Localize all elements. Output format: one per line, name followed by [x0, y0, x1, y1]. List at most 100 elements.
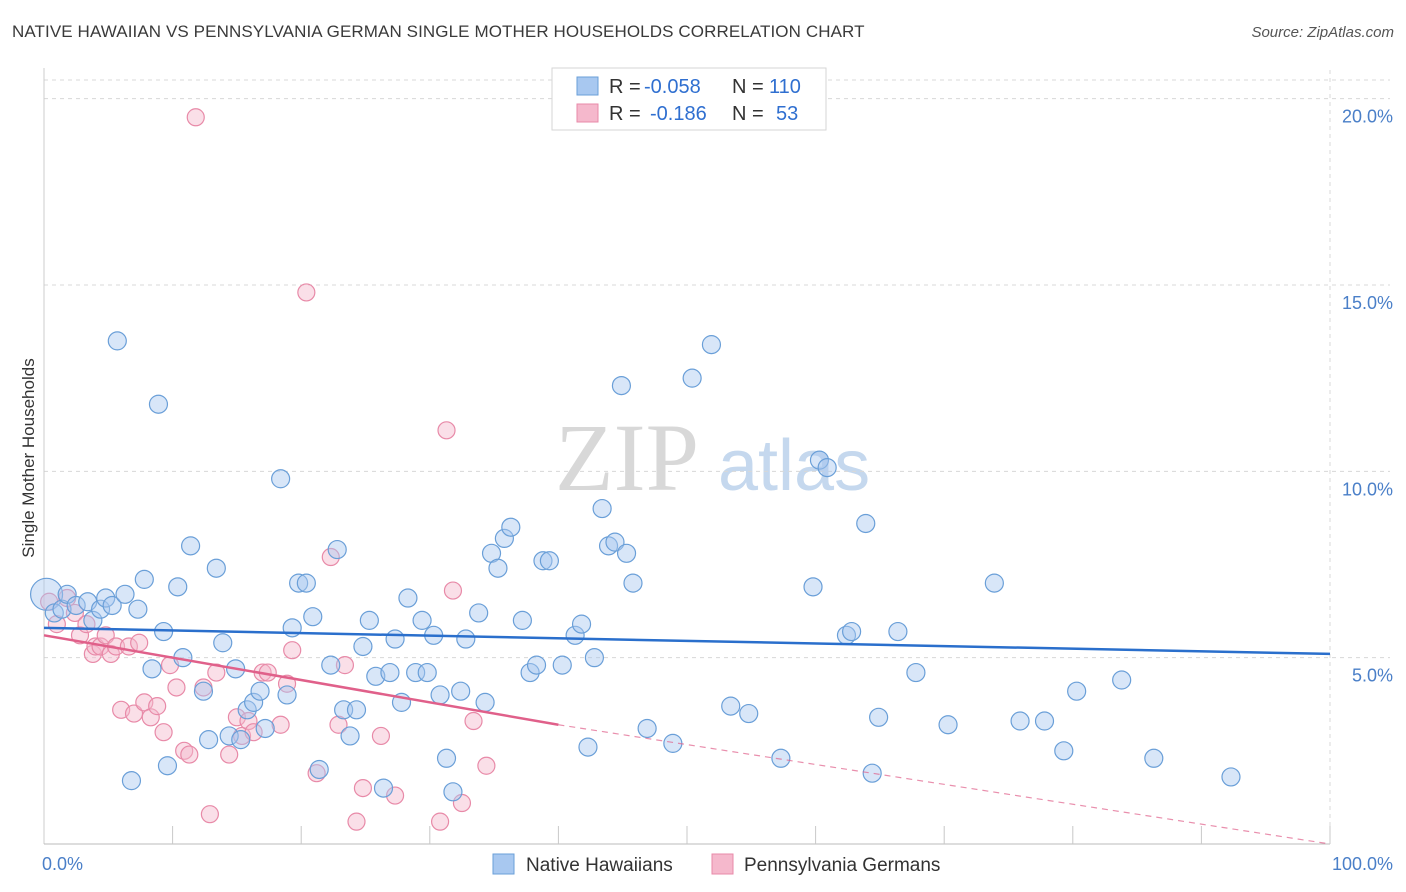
blue-point-40: [321, 655, 341, 675]
blue-point-76: [578, 737, 598, 757]
watermark-zip: ZIP: [555, 404, 699, 511]
blue-point-93: [817, 457, 837, 478]
blue-point-58: [436, 748, 457, 768]
blue-point-26: [219, 726, 239, 746]
x-tick-label-0: 0.0%: [42, 854, 83, 874]
blue-point-32: [255, 718, 275, 739]
trend-lines: [43, 626, 1331, 845]
pink-point-18: [148, 697, 167, 716]
blue-point-47: [366, 666, 386, 686]
blue-point-0: [29, 577, 64, 611]
pink-point-28: [220, 745, 239, 764]
pink-point-19: [154, 723, 173, 742]
legend-n-label-2: N =: [732, 103, 764, 125]
blue-point-46: [359, 610, 379, 630]
blue-point-104: [1034, 711, 1055, 731]
bottom-legend-swatch-blue: [492, 853, 515, 875]
blue-point-65: [488, 558, 508, 578]
blue-point-37: [296, 573, 316, 593]
y-tick-label-3: 20.0%: [1342, 107, 1393, 127]
blue-point-8: [96, 588, 116, 608]
blue-point-66: [494, 528, 514, 549]
pink-point-24: [186, 108, 205, 127]
legend-swatch-pink: [576, 103, 599, 123]
blue-point-21: [181, 536, 201, 556]
top-legend: R = -0.058 N = 110 R = -0.186 N = 53: [551, 67, 827, 131]
blue-point-73: [552, 655, 572, 675]
legend-swatch-blue: [576, 76, 599, 96]
blue-point-71: [533, 551, 553, 571]
pink-point-29: [227, 708, 246, 727]
y-tick-label-2: 15.0%: [1342, 293, 1393, 313]
chart-source: Source: ZipAtlas.com: [1251, 24, 1394, 41]
pink-point-17: [141, 708, 160, 727]
blue-point-107: [1112, 670, 1132, 690]
pink-point-46: [385, 786, 405, 805]
series-native-hawaiians: [29, 331, 1241, 802]
pink-point-51: [464, 711, 483, 731]
blue-point-70: [526, 655, 547, 675]
pink-point-49: [443, 581, 463, 600]
blue-point-60: [451, 681, 471, 701]
blue-point-99: [888, 621, 908, 642]
pink-point-39: [307, 764, 326, 783]
blue-point-108: [1144, 748, 1164, 768]
axes: [43, 68, 1331, 845]
blue-point-15: [142, 659, 162, 679]
blue-point-86: [682, 368, 702, 388]
legend-r-label-2: R =: [609, 103, 641, 125]
blue-point-77: [584, 648, 605, 668]
tick-labels: 5.0% 10.0% 15.0% 20.0% 0.0% 100.0%: [42, 107, 1393, 874]
blue-point-49: [380, 662, 400, 683]
blue-point-12: [121, 771, 142, 791]
bottom-legend-swatch-pink: [711, 853, 734, 875]
blue-point-82: [616, 543, 637, 563]
blue-point-13: [128, 599, 148, 619]
legend-r-value-2: -0.186: [650, 103, 707, 125]
bottom-legend-pennsylvania-germans: Pennsylvania Germans: [744, 855, 940, 876]
bottom-legend: Native Hawaiians Pennsylvania Germans: [492, 853, 940, 876]
blue-point-81: [611, 376, 632, 396]
bottom-legend-native-hawaiians: Native Hawaiians: [526, 855, 673, 876]
blue-point-62: [469, 603, 489, 623]
blue-point-31: [250, 681, 270, 701]
pink-point-47: [430, 812, 450, 831]
gridlines: [44, 70, 1390, 844]
pink-point-38: [297, 283, 316, 302]
blue-point-28: [231, 730, 251, 750]
pink-point-48: [437, 421, 456, 440]
pink-point-23: [180, 745, 199, 764]
blue-point-90: [771, 748, 791, 768]
y-tick-label-1: 10.0%: [1342, 479, 1393, 499]
blue-point-14: [134, 569, 154, 589]
pink-point-42: [335, 656, 355, 675]
trend-line-pennsylvania-germans: [43, 634, 559, 726]
blue-point-16: [148, 394, 169, 414]
blue-point-68: [512, 610, 532, 630]
pink-point-52: [477, 756, 496, 775]
blue-point-11: [115, 584, 135, 604]
x-tick-label-1: 100.0%: [1332, 854, 1393, 874]
blue-point-41: [327, 539, 347, 560]
blue-point-25: [213, 633, 233, 653]
pink-point-45: [371, 726, 391, 746]
blue-point-24: [206, 558, 226, 578]
blue-point-92: [809, 450, 830, 470]
blue-point-18: [157, 756, 178, 776]
y-tick-label-0: 5.0%: [1352, 666, 1393, 686]
legend-r-value-1: -0.058: [644, 76, 701, 98]
blue-point-59: [443, 782, 463, 802]
blue-point-36: [289, 573, 309, 593]
pink-point-37: [283, 641, 302, 660]
legend-n-value-2: 53: [776, 103, 798, 125]
pink-point-26: [200, 805, 219, 824]
pink-point-44: [353, 778, 373, 798]
pink-point-35: [271, 715, 290, 734]
blue-point-4: [66, 595, 86, 616]
pink-point-43: [347, 812, 366, 831]
blue-point-83: [623, 573, 643, 593]
chart-title: NATIVE HAWAIIAN VS PENNSYLVANIA GERMAN S…: [12, 22, 865, 41]
blue-point-67: [501, 517, 521, 537]
blue-point-57: [430, 685, 450, 705]
